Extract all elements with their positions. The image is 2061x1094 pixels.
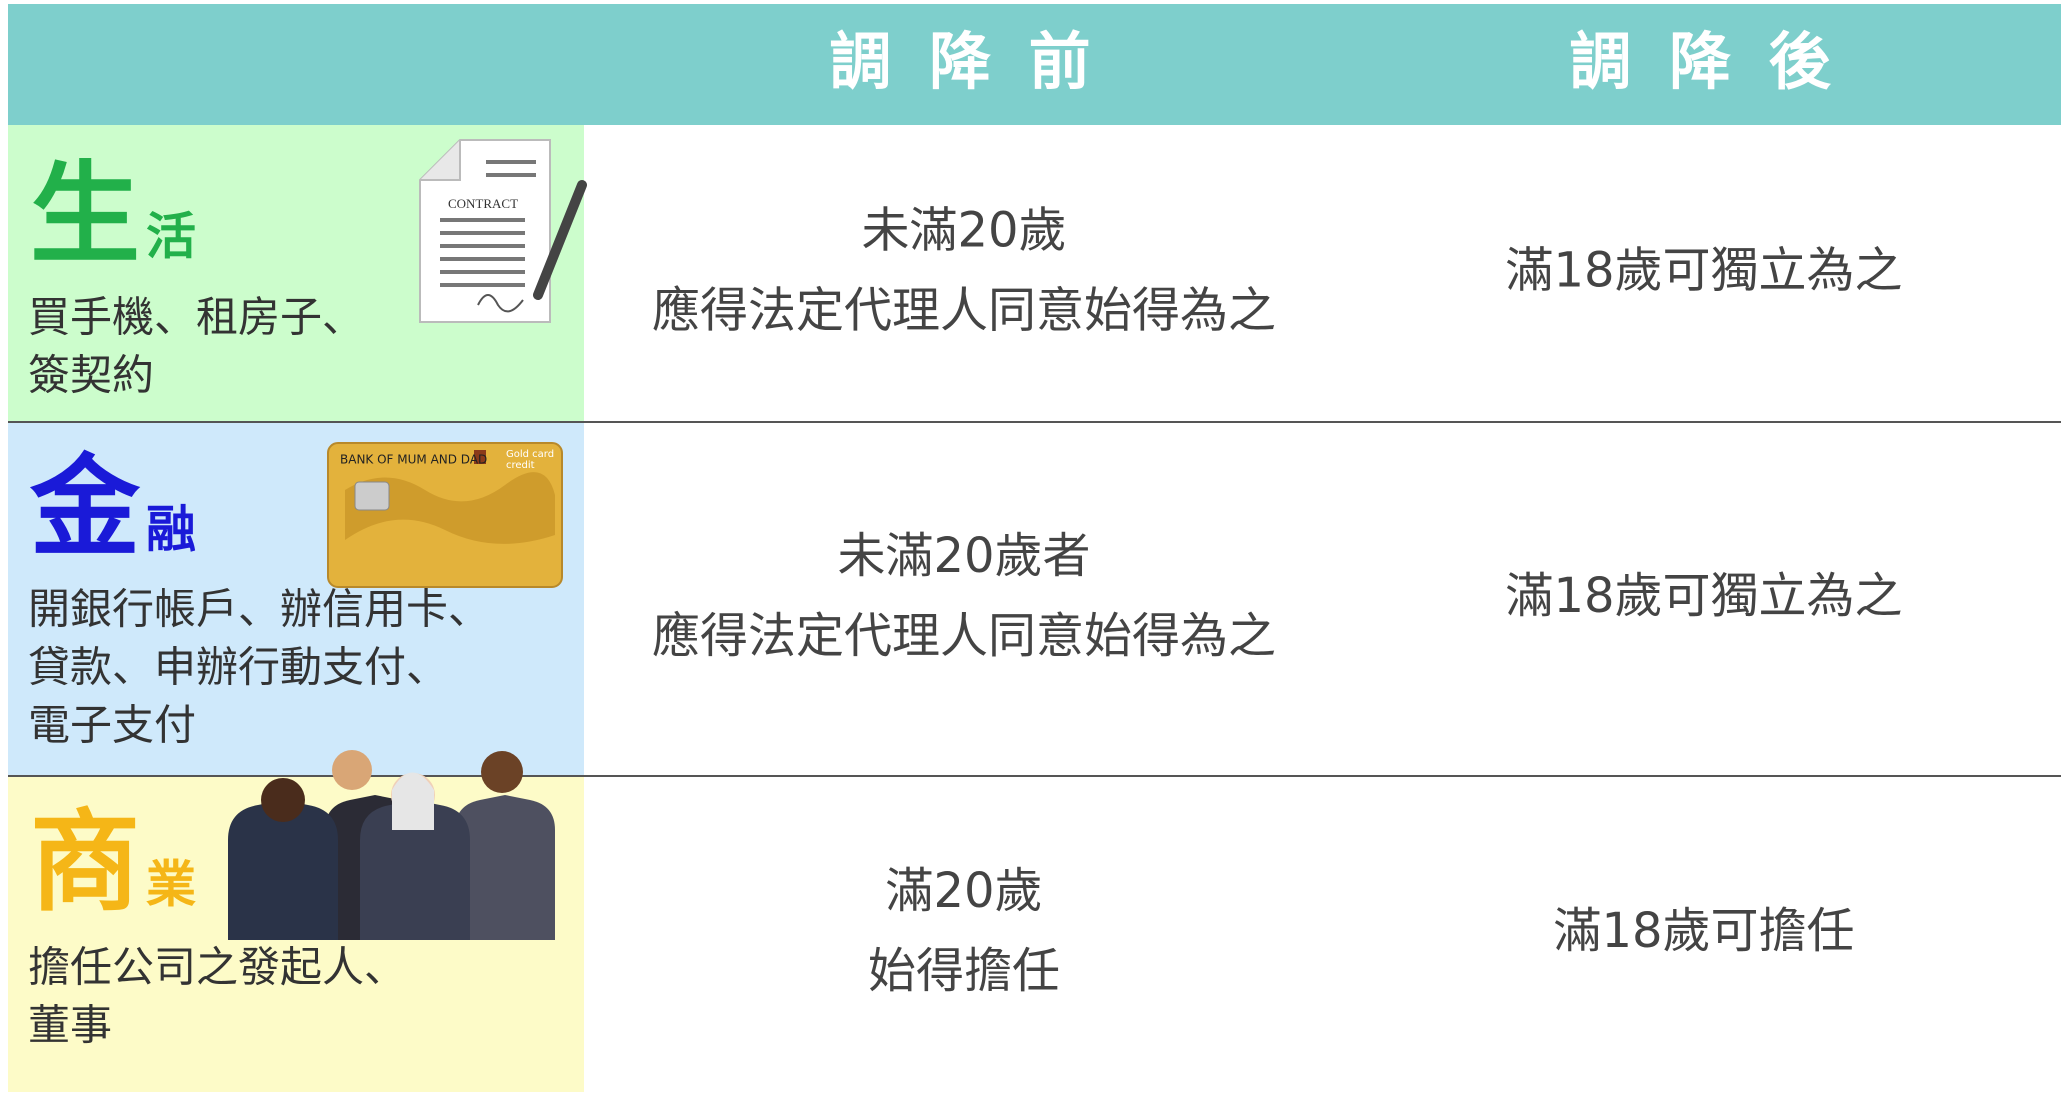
before-text: 應得法定代理人同意始得為之 [652,283,1276,339]
before-text: 始得擔任 [868,943,1060,999]
category-suffix: 業 [146,856,196,914]
description: 簽契約 [28,351,154,400]
description: 開銀行帳戶、辦信用卡、 [28,585,490,634]
description: 買手機、租房子、 [28,293,364,342]
before-text: 應得法定代理人同意始得為之 [652,608,1276,664]
before-text: 未滿20歲者 [837,528,1090,584]
description: 董事 [28,1001,112,1050]
category: 商 [30,798,140,926]
after-text: 滿18歲可獨立為之 [1505,243,1902,299]
card-bank: BANK OF MUM AND DAD [340,453,487,467]
before-text: 未滿20歲 [861,203,1066,259]
card-illustration: BANK OF MUM AND DAD Gold card credit [327,442,563,588]
column-header: 調 降 前 [829,25,1098,98]
description: 擔任公司之發起人、 [28,943,406,992]
before-text: 滿20歲 [885,863,1042,919]
description: 電子支付 [28,701,196,750]
card-type: credit [506,460,535,471]
category-suffix: 融 [146,501,196,559]
category-suffix: 活 [146,208,196,266]
people-illustration [228,750,555,940]
after-text: 滿18歲可獨立為之 [1505,568,1902,624]
card-type: Gold card [506,449,554,460]
column-header: 調 降 後 [1569,25,1838,98]
category: 生 [30,150,140,278]
header-bar [8,4,2061,125]
description: 貸款、申辦行動支付、 [28,643,448,692]
category: 金 [29,443,141,571]
after-text: 滿18歲可擔任 [1553,903,1854,959]
contract-illustration: CONTRACT [419,139,587,323]
contract-label: CONTRACT [448,196,518,211]
